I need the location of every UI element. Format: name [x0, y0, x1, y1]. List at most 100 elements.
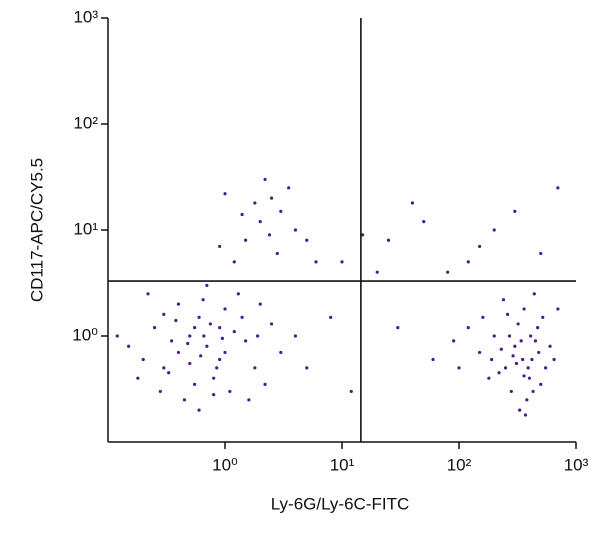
data-point — [514, 361, 519, 366]
data-point — [212, 376, 216, 380]
data-point — [548, 344, 552, 348]
data-point — [492, 228, 496, 232]
data-point — [527, 376, 532, 380]
data-point — [267, 233, 272, 237]
data-point — [197, 315, 201, 319]
data-point — [544, 366, 548, 370]
data-point — [293, 334, 298, 338]
data-point — [481, 315, 485, 319]
data-point — [329, 315, 333, 319]
data-point — [340, 260, 344, 264]
data-point — [146, 292, 150, 296]
data-point — [258, 302, 262, 306]
data-point — [518, 408, 522, 412]
data-point — [446, 270, 450, 274]
data-point — [197, 408, 201, 412]
data-point — [492, 334, 496, 338]
x-tick-label: 10¹ — [330, 455, 355, 474]
data-point — [269, 322, 274, 326]
x-tick-label: 10⁰ — [212, 455, 238, 474]
data-point — [232, 260, 236, 264]
data-point — [170, 339, 174, 343]
data-point — [505, 312, 510, 316]
data-point — [503, 366, 508, 370]
data-point — [208, 322, 212, 326]
data-point — [193, 382, 197, 386]
data-point — [521, 357, 525, 362]
data-point — [511, 354, 515, 358]
data-point — [218, 357, 222, 362]
data-point — [513, 344, 517, 348]
data-point — [136, 376, 140, 380]
data-point — [253, 366, 257, 370]
data-point — [556, 307, 560, 311]
data-point — [541, 315, 545, 319]
data-point — [253, 201, 257, 205]
data-point — [244, 339, 248, 343]
data-point — [478, 350, 482, 355]
data-point — [188, 361, 192, 366]
data-point — [537, 350, 541, 355]
data-point — [536, 326, 540, 330]
data-point — [279, 209, 283, 213]
data-point — [162, 366, 166, 370]
data-point — [522, 374, 526, 378]
data-point — [269, 196, 274, 200]
data-point — [141, 357, 145, 362]
x-tick-label: 10² — [447, 455, 472, 474]
data-point — [228, 389, 232, 394]
data-point — [240, 315, 244, 319]
data-point — [193, 326, 197, 330]
data-point — [539, 382, 543, 386]
data-point — [386, 238, 391, 242]
data-point — [176, 302, 181, 306]
data-point — [431, 357, 435, 362]
data-point — [205, 283, 209, 288]
data-point — [349, 389, 353, 394]
data-point — [258, 220, 262, 224]
data-point — [466, 260, 470, 264]
data-point — [516, 322, 520, 326]
data-point — [205, 344, 209, 348]
data-point — [199, 354, 203, 358]
data-point — [314, 260, 318, 264]
data-point — [522, 307, 526, 311]
data-point — [223, 192, 227, 196]
data-point — [263, 177, 267, 182]
data-point — [182, 398, 187, 402]
y-tick-label: 10² — [73, 113, 98, 132]
data-point — [186, 341, 190, 346]
data-point — [452, 339, 456, 343]
data-point — [188, 334, 192, 338]
data-point — [115, 334, 119, 338]
data-point — [530, 357, 534, 362]
data-point — [466, 326, 470, 330]
data-point — [174, 318, 178, 323]
data-point — [396, 326, 400, 330]
data-point — [223, 307, 227, 311]
data-point — [305, 366, 309, 370]
data-point — [218, 244, 222, 249]
data-point — [487, 376, 491, 380]
data-point — [533, 339, 538, 343]
data-point — [526, 366, 530, 370]
data-point — [422, 220, 426, 224]
data-point — [478, 244, 482, 249]
data-point — [176, 350, 181, 355]
data-point — [499, 347, 503, 351]
data-point — [240, 212, 244, 217]
data-point — [201, 298, 205, 302]
data-point — [275, 251, 279, 256]
data-point — [501, 298, 506, 302]
data-point — [236, 292, 240, 296]
data-point — [361, 233, 365, 237]
data-point — [525, 398, 529, 402]
x-axis-label: Ly-6G/Ly-6C-FITC — [271, 494, 410, 513]
data-point — [513, 209, 517, 213]
data-point — [539, 251, 543, 256]
data-point — [507, 334, 512, 338]
data-point — [410, 201, 415, 205]
data-point — [523, 413, 528, 417]
data-point — [215, 366, 219, 370]
